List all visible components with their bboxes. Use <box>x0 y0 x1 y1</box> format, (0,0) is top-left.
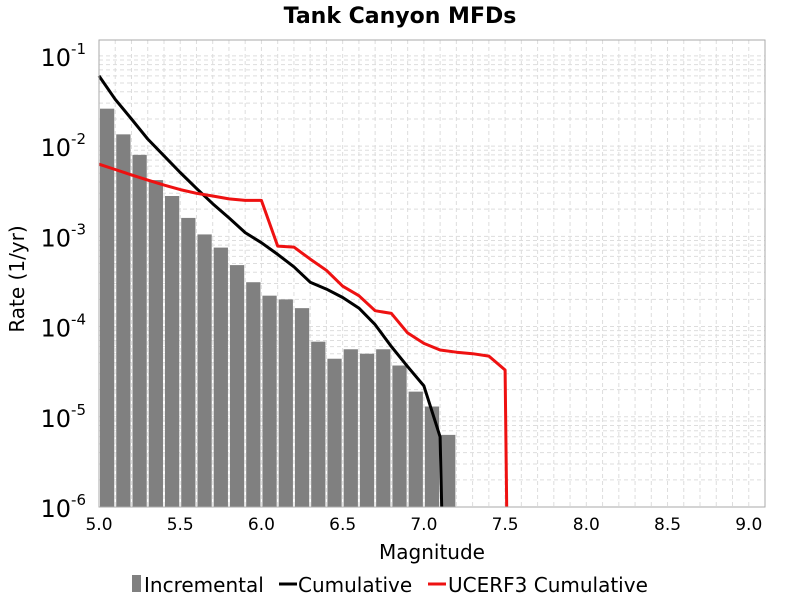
y-axis-label: Rate (1/yr) <box>5 225 29 332</box>
y-tick-label: 10-1 <box>40 40 86 72</box>
plot-frame <box>98 39 766 508</box>
y-tick-label: 10-2 <box>40 130 86 162</box>
incremental-bar <box>359 353 375 507</box>
incremental-bar <box>262 295 277 507</box>
incremental-bar <box>213 247 228 507</box>
incremental-bar <box>408 391 423 507</box>
y-tick-label: 10-5 <box>40 401 86 433</box>
x-tick-label: 8.5 <box>654 515 681 535</box>
incremental-bar <box>311 341 326 507</box>
x-tick-label: 7.5 <box>492 515 519 535</box>
x-tick-label: 6.0 <box>248 515 275 535</box>
y-tick-label: 10-6 <box>40 491 86 523</box>
cumulative-line <box>97 75 444 508</box>
incremental-bar <box>424 406 440 507</box>
grid <box>98 40 765 508</box>
incremental-bar <box>116 134 131 507</box>
incremental-bars <box>100 108 456 508</box>
x-tick-label: 9.0 <box>735 515 762 535</box>
x-axis-label: Magnitude <box>379 540 485 564</box>
incremental-bar <box>376 349 391 507</box>
cumulative-lines <box>97 75 509 508</box>
legend-label-incremental: Incremental <box>144 573 264 597</box>
x-tick-label: 7.0 <box>410 515 437 535</box>
chart-title: Tank Canyon MFDs <box>284 4 517 29</box>
incremental-bar <box>229 265 245 507</box>
incremental-bar <box>441 434 456 507</box>
incremental-bar <box>278 299 293 507</box>
incremental-bar <box>148 180 163 507</box>
incremental-bar <box>132 154 147 507</box>
incremental-bar <box>197 234 212 507</box>
y-tick-label: 10-4 <box>40 311 86 343</box>
legend-label-cumulative: Cumulative <box>298 573 412 597</box>
incremental-bar <box>294 308 310 507</box>
incremental-bar <box>392 365 407 507</box>
x-tick-label: 5.0 <box>85 515 112 535</box>
incremental-bar <box>100 108 115 507</box>
x-tick-label: 8.0 <box>573 515 600 535</box>
y-tick-labels: 10-1 10-2 10-3 10-4 10-5 10-6 <box>40 40 86 523</box>
incremental-bar <box>343 349 358 507</box>
y-tick-label: 10-3 <box>40 220 86 252</box>
legend: Incremental Cumulative UCERF3 Cumulative <box>132 573 648 597</box>
legend-label-ucerf3-cumulative: UCERF3 Cumulative <box>448 573 648 597</box>
x-tick-label: 6.5 <box>329 515 356 535</box>
incremental-bar <box>246 282 261 507</box>
incremental-bar <box>164 195 180 507</box>
ucerf3-cumulative-line <box>98 162 509 508</box>
x-tick-labels: 5.0 5.5 6.0 6.5 7.0 7.5 8.0 8.5 9.0 <box>85 515 762 535</box>
incremental-bar <box>327 358 342 507</box>
x-tick-label: 5.5 <box>167 515 194 535</box>
incremental-bar <box>181 217 196 508</box>
legend-swatch-incremental <box>132 575 141 592</box>
